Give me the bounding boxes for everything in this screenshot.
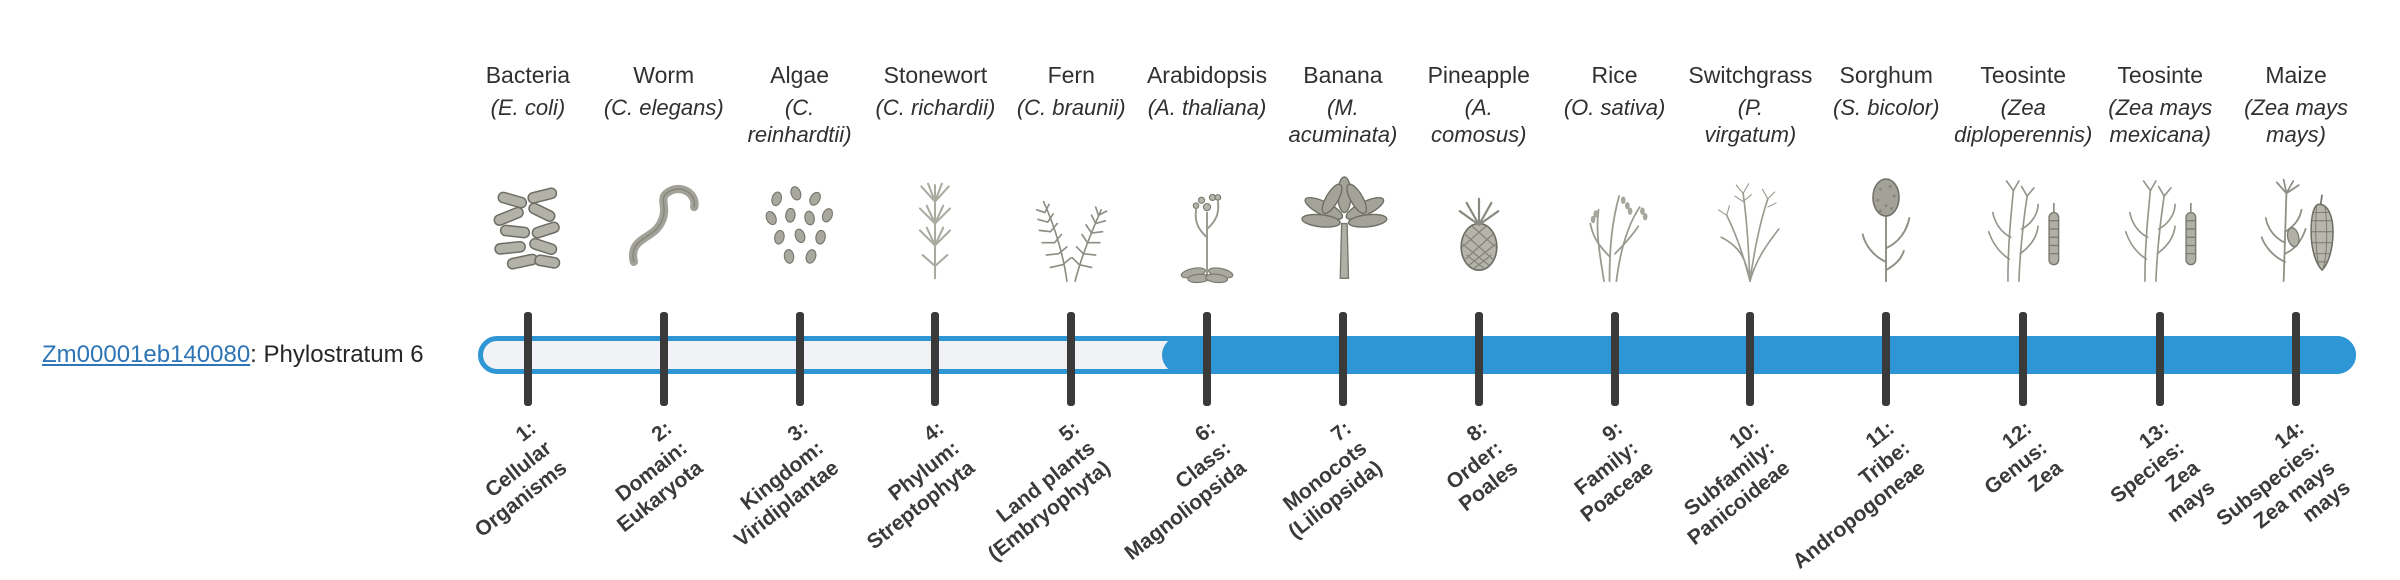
- phylostratum-column: Algae (C. reinhardtii) 3: Kingdom: Virid…: [730, 0, 868, 580]
- rice-illustration: [1547, 172, 1683, 284]
- banana-illustration: [1275, 172, 1411, 284]
- organism-name: Stonewort: [883, 62, 988, 88]
- phylostratum-label: 1: Cellular Organisms: [470, 416, 572, 542]
- phylostratum-label: 12: Genus: Zea: [1980, 416, 2067, 500]
- phylostratum-column: Pineapple (A. comosus) 8: Order: Poales: [1411, 0, 1547, 580]
- phylostratum-column: Teosinte (Zea diploperennis) 12: Genus: …: [1954, 0, 2092, 580]
- pineapple-illustration: [1411, 172, 1547, 284]
- phylostratum-tick: [795, 312, 804, 406]
- phylostratum-tick: [1882, 312, 1891, 406]
- organism-species: (Zea diploperennis): [1954, 95, 2093, 147]
- phylostratum-tick: [2156, 312, 2165, 406]
- gene-label: Zm00001eb140080: Phylostratum 6: [42, 341, 424, 369]
- phylostratum-column: Fern (C. braunii) 5: Land plants (Embryo…: [984, 0, 1139, 580]
- phylostratum-column: Bacteria (E. coli) 1: Cellular Organisms: [460, 0, 596, 580]
- organism-name: Switchgrass: [1688, 62, 1813, 88]
- maize-illustration: [2228, 172, 2364, 284]
- phylostratum-column: Sorghum (S. bicolor) 11: Tribe: Andropog…: [1789, 0, 1954, 580]
- phylostratum-column: Worm (C. elegans) 2: Domain: Eukaryota: [596, 0, 732, 580]
- phylostratum-tick: [1474, 312, 1483, 406]
- worm-illustration: [596, 172, 732, 284]
- phylostratum-tick: [659, 312, 668, 406]
- organism-name: Teosinte: [1980, 62, 2067, 88]
- phylostratum-column: Banana (M. acuminata) 7: Monocots (Lilio…: [1275, 0, 1411, 580]
- phylostratum-tick: [1746, 312, 1755, 406]
- organism-species: (Zea mays mays): [2244, 95, 2349, 147]
- phylostrata-columns: Bacteria (E. coli) 1: Cellular Organisms…: [460, 0, 2364, 580]
- phylostratum-label: 13: Species: Zea mays: [2106, 416, 2220, 528]
- organism-species: (C. richardii): [875, 95, 996, 120]
- organism-species: (O. sativa): [1563, 95, 1666, 120]
- organism-species: (E. coli): [490, 95, 566, 120]
- organism-species: (A. comosus): [1431, 95, 1527, 147]
- organism-name: Worm: [633, 62, 695, 88]
- teosinte-illustration: [1954, 172, 2092, 284]
- phylostratum-label: 2: Domain: Eukaryota: [611, 416, 708, 537]
- organism-name: Teosinte: [2117, 62, 2204, 88]
- organism-species: (C. reinhardtii): [747, 95, 852, 147]
- phylostratum-column: Stonewort (C. richardii) 4: Phylum: Stre…: [863, 0, 1003, 580]
- phylostratum-column: Switchgrass (P. virgatum) 10: Subfamily:…: [1680, 0, 1818, 580]
- organism-name: Arabidopsis: [1146, 62, 1268, 88]
- phylostratum-tick: [1610, 312, 1619, 406]
- phylostratum-label: 9: Family: Poaceae: [1570, 416, 1659, 527]
- gene-link[interactable]: Zm00001eb140080: [42, 341, 251, 368]
- organism-species: (S. bicolor): [1833, 95, 1940, 120]
- phylostrata-bar: [478, 336, 2356, 374]
- stonewort-illustration: [867, 172, 1003, 284]
- organism-name: Algae: [770, 62, 829, 88]
- organism-species: (C. braunii): [1016, 95, 1126, 120]
- organism-name: Maize: [2265, 62, 2327, 88]
- arabidopsis-illustration: [1139, 172, 1275, 284]
- fern-illustration: [1003, 172, 1139, 284]
- phylostratum-label: 8: Order: Poales: [1442, 416, 1523, 517]
- phylostratum-column: Teosinte (Zea mays mexicana) 13: Species…: [2092, 0, 2228, 580]
- organism-name: Banana: [1303, 62, 1383, 88]
- teosinte-illustration: [2092, 172, 2228, 284]
- organism-species: (Zea mays mexicana): [2108, 95, 2213, 147]
- phylostratum-column: Maize (Zea mays mays) 14: Subspecies: Ze…: [2213, 0, 2364, 580]
- phylostratum-tick: [2019, 312, 2028, 406]
- algae-illustration: [732, 172, 868, 284]
- bacteria-illustration: [460, 172, 596, 284]
- phylostratum-tick: [931, 312, 940, 406]
- phylostratum-tick: [1203, 312, 1212, 406]
- organism-species: (C. elegans): [603, 95, 724, 120]
- organism-name: Bacteria: [485, 62, 571, 88]
- switchgrass-illustration: [1682, 172, 1818, 284]
- organism-name: Pineapple: [1427, 62, 1530, 88]
- phylostratum-column: Rice (O. sativa) 9: Family: Poaceae: [1547, 0, 1683, 580]
- phylostratum-tick: [1338, 312, 1347, 406]
- organism-species: (A. thaliana): [1147, 95, 1267, 120]
- phylostratum-tick: [2292, 312, 2301, 406]
- phylostratum-column: Arabidopsis (A. thaliana) 6: Class: Magn…: [1121, 0, 1275, 580]
- organism-species: (M. acuminata): [1288, 95, 1398, 147]
- organism-name: Fern: [1047, 62, 1095, 88]
- phylostratum-tick: [523, 312, 532, 406]
- organism-name: Rice: [1591, 62, 1638, 88]
- gene-phylostratum-text: : Phylostratum 6: [250, 341, 424, 368]
- organism-name: Sorghum: [1839, 62, 1933, 88]
- organism-species: (P. virgatum): [1704, 95, 1797, 147]
- sorghum-illustration: [1818, 172, 1954, 284]
- phylostratum-tick: [1067, 312, 1076, 406]
